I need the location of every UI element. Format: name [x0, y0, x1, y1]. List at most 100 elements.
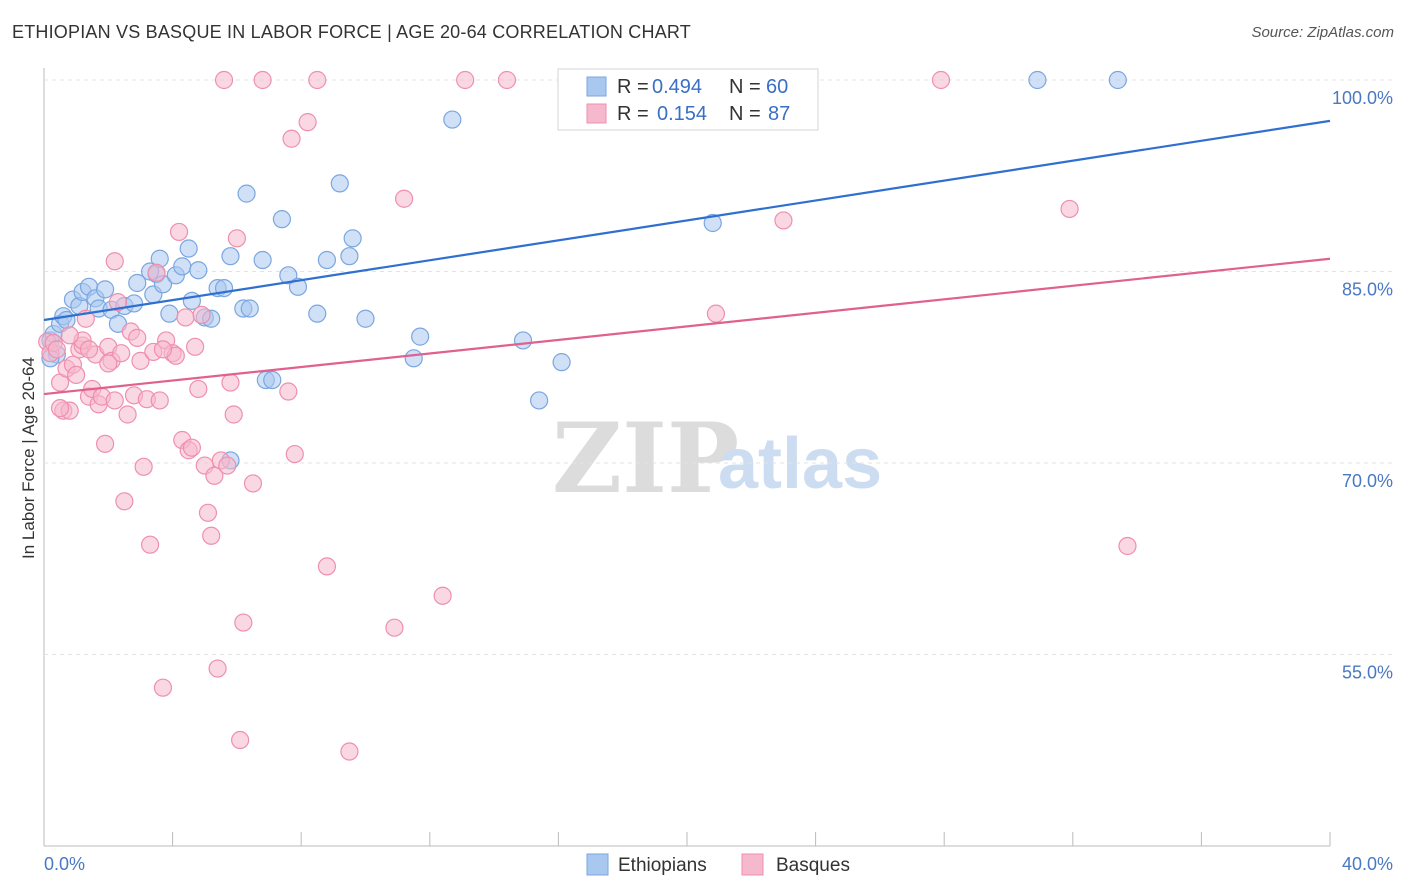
point-basques — [150, 391, 169, 410]
y-axis-label: In Labor Force | Age 20-64 — [19, 357, 38, 559]
point-basques — [774, 211, 793, 230]
point-basques — [105, 252, 124, 271]
point-ethiopians — [513, 331, 533, 350]
bottom-legend-swatch-ethiopians — [586, 853, 609, 876]
point-ethiopians — [703, 213, 722, 233]
point-basques — [108, 293, 128, 312]
legend-swatch-basques — [586, 103, 607, 124]
point-basques — [118, 405, 137, 424]
legend-n-value-2: 87 — [768, 103, 790, 125]
point-basques — [282, 129, 301, 148]
point-basques — [189, 379, 208, 399]
point-basques — [79, 340, 99, 359]
chart-title: ETHIOPIAN VS BASQUE IN LABOR FORCE | AGE… — [12, 22, 691, 42]
point-basques — [308, 70, 327, 90]
point-ethiopians — [173, 257, 192, 276]
point-basques — [253, 70, 272, 90]
series-legend: Ethiopians Basques — [586, 853, 850, 876]
point-basques — [317, 557, 337, 576]
point-basques — [243, 474, 263, 493]
point-basques — [115, 492, 134, 511]
point-ethiopians — [128, 273, 147, 293]
point-basques — [279, 382, 298, 401]
x-tick-label-min: 0.0% — [44, 854, 85, 874]
point-basques — [224, 405, 243, 424]
y-tick-label: 100.0% — [1332, 88, 1393, 108]
point-basques — [186, 337, 205, 356]
point-ethiopians — [189, 261, 208, 280]
point-basques — [128, 328, 147, 347]
point-basques — [208, 659, 227, 678]
bottom-legend-label-basques: Basques — [776, 855, 850, 876]
point-basques — [205, 466, 224, 485]
point-ethiopians — [1108, 70, 1127, 90]
point-basques — [221, 373, 240, 392]
legend-n-label-2: N = — [729, 103, 761, 125]
point-basques — [385, 618, 404, 637]
legend-r-value-1: 0.494 — [652, 76, 702, 98]
trend-lines — [43, 119, 1331, 396]
point-basques — [340, 742, 359, 761]
point-ethiopians — [272, 210, 292, 229]
point-ethiopians — [343, 229, 362, 248]
point-basques — [234, 613, 253, 632]
y-tick-label: 55.0% — [1342, 663, 1393, 683]
legend-n-value-1: 60 — [766, 76, 788, 98]
point-ethiopians — [160, 304, 179, 323]
point-basques — [153, 678, 173, 697]
grid-lines — [44, 79, 1392, 655]
point-ethiopians — [57, 310, 76, 330]
point-basques — [147, 263, 166, 282]
point-basques — [134, 457, 153, 476]
watermark-atlas: atlas — [718, 424, 882, 504]
point-basques — [202, 526, 221, 545]
point-basques — [931, 70, 951, 90]
y-tick-labels: 100.0% 85.0% 70.0% 55.0% — [1332, 88, 1393, 683]
point-basques — [182, 438, 201, 457]
point-ethiopians — [317, 250, 337, 270]
point-basques — [231, 730, 250, 750]
legend-r-label-1: R = — [617, 76, 649, 98]
point-ethiopians — [124, 294, 144, 313]
point-basques — [198, 503, 218, 522]
legend-n-label-1: N = — [729, 76, 761, 98]
point-ethiopians — [530, 391, 549, 410]
point-basques — [95, 434, 115, 453]
point-ethiopians — [237, 184, 256, 203]
point-ethiopians — [308, 304, 327, 323]
point-basques — [176, 308, 195, 327]
point-basques — [99, 354, 118, 373]
point-ethiopians — [95, 280, 115, 299]
point-basques — [298, 113, 317, 132]
trend-line-basques — [43, 257, 1331, 396]
point-ethiopians — [330, 174, 349, 193]
point-ethiopians — [340, 247, 359, 266]
x-tick-label-max: 40.0% — [1342, 854, 1393, 874]
stats-legend: R = 0.494 N = 60 R = 0.154 N = 87 — [557, 68, 819, 131]
trend-line-ethiopians — [43, 119, 1331, 322]
point-basques — [192, 305, 211, 325]
point-basques — [497, 70, 517, 90]
point-basques — [140, 535, 160, 554]
x-tick-marks — [43, 832, 1331, 846]
y-tick-label: 70.0% — [1342, 471, 1393, 491]
point-basques — [131, 351, 150, 370]
source-note: Source: ZipAtlas.com — [1251, 24, 1394, 41]
point-ethiopians — [1028, 70, 1047, 90]
point-basques — [47, 340, 66, 359]
point-ethiopians — [411, 327, 430, 346]
point-basques — [706, 304, 726, 323]
bottom-legend-swatch-basques — [741, 853, 764, 876]
point-basques — [60, 326, 79, 345]
point-basques — [218, 456, 237, 475]
bottom-legend-label-ethiopians: Ethiopians — [618, 855, 707, 876]
point-ethiopians — [253, 250, 272, 270]
point-basques — [169, 222, 189, 242]
point-basques — [433, 586, 452, 605]
point-basques — [1118, 536, 1137, 556]
point-ethiopians — [288, 277, 308, 296]
point-ethiopians — [221, 247, 240, 266]
data-points — [38, 70, 1137, 761]
watermark: ZIP atlas — [552, 402, 882, 515]
